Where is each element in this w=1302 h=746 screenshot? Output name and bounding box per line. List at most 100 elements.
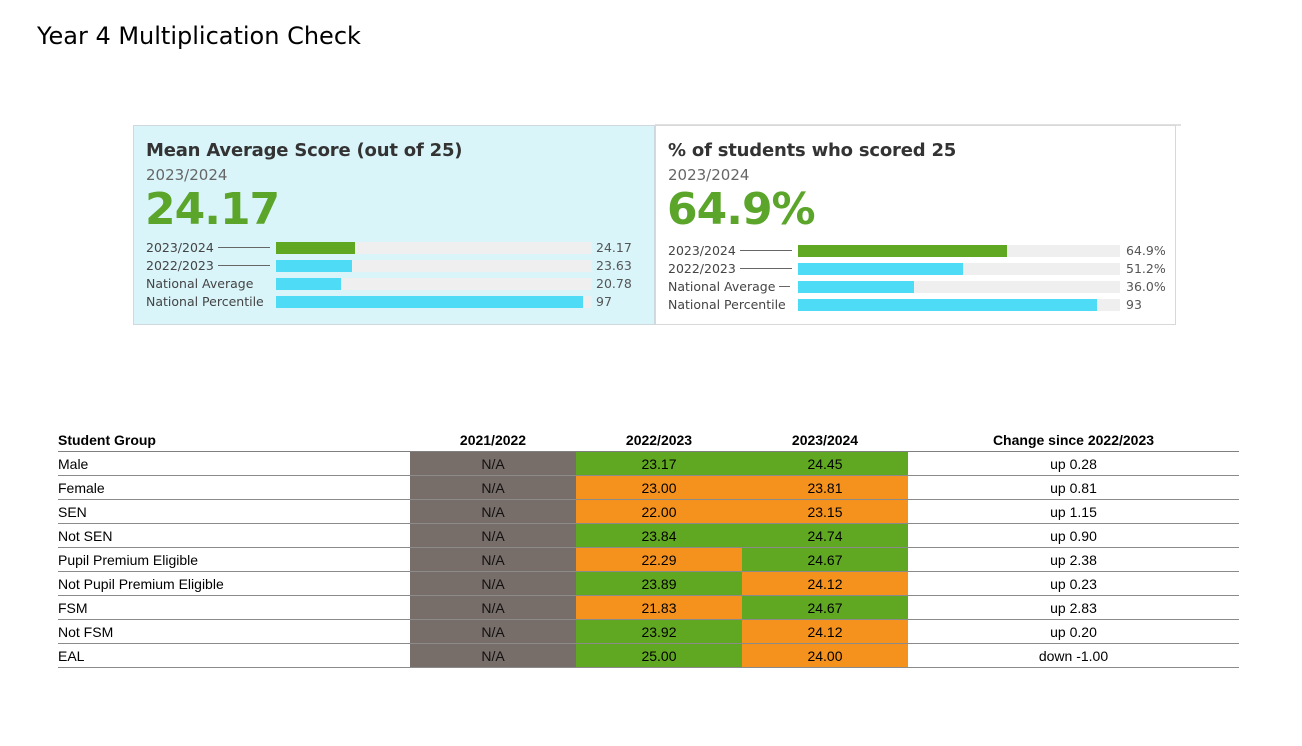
bar-row: National Percentile 97 [146,293,646,311]
bar-row: 2023/2024 24.17 [146,239,646,257]
cell-change: up 2.83 [908,595,1239,620]
cell-2023-2024: 23.15 [742,499,908,524]
full-score-card: % of students who scored 25 2023/2024 64… [655,125,1176,325]
bar-value: 64.9% [1126,243,1166,258]
bar-row: National Percentile 93 [668,296,1168,314]
col-header-2021-2022: 2021/2022 [410,429,576,452]
bar-row: 2022/2023 51.2% [668,260,1168,278]
cell-group: Not FSM [58,619,410,644]
card-year: 2023/2024 [146,166,228,184]
cell-change: up 1.15 [908,499,1239,524]
cell-2022-2023: 22.29 [576,547,742,572]
cell-change: up 0.28 [908,451,1239,476]
bar-track [276,278,592,290]
cell-2023-2024: 24.12 [742,619,908,644]
bar-fill [798,263,963,275]
cell-2023-2024: 24.67 [742,595,908,620]
bar-value: 97 [596,294,612,309]
bar-leader-line [216,265,270,266]
cell-2021-2022: N/A [410,619,576,644]
bar-value: 23.63 [596,258,632,273]
table-row: SEN N/A 22.00 23.15 up 1.15 [58,499,1239,524]
cell-group: Pupil Premium Eligible [58,547,410,572]
bar-label: National Average [146,276,258,291]
mean-score-card: Mean Average Score (out of 25) 2023/2024… [133,125,655,325]
bar-label: National Average [668,279,780,294]
cell-group: EAL [58,643,410,668]
cell-change: up 2.38 [908,547,1239,572]
cell-2023-2024: 24.74 [742,523,908,548]
bar-label: National Percentile [668,297,790,312]
card-year: 2023/2024 [668,166,750,184]
cell-2022-2023: 23.89 [576,571,742,596]
table-row: FSM N/A 21.83 24.67 up 2.83 [58,595,1239,620]
bar-label: National Percentile [146,294,268,309]
card-headline: 24.17 [145,184,280,235]
cell-2021-2022: N/A [410,595,576,620]
bar-fill [276,242,355,254]
bar-label: 2023/2024 [146,240,218,255]
bar-value: 93 [1126,297,1142,312]
col-header-group: Student Group [58,429,410,452]
bar-fill [798,245,1007,257]
table-row: Not SEN N/A 23.84 24.74 up 0.90 [58,523,1239,548]
cell-2021-2022: N/A [410,451,576,476]
bar-row: National Average 20.78 [146,275,646,293]
col-header-2023-2024: 2023/2024 [742,429,908,452]
page-title: Year 4 Multiplication Check [37,22,361,50]
cell-2023-2024: 24.45 [742,451,908,476]
bar-track [798,281,1120,293]
table-row: EAL N/A 25.00 24.00 down -1.00 [58,643,1239,668]
table-row: Female N/A 23.00 23.81 up 0.81 [58,475,1239,500]
bar-track [276,296,592,308]
bar-track [798,263,1120,275]
card-title: Mean Average Score (out of 25) [146,140,463,161]
cell-2021-2022: N/A [410,571,576,596]
bar-row: 2022/2023 23.63 [146,257,646,275]
table-row: Male N/A 23.17 24.45 up 0.28 [58,451,1239,476]
table-row: Not FSM N/A 23.92 24.12 up 0.20 [58,619,1239,644]
bar-row: 2023/2024 64.9% [668,242,1168,260]
cell-2022-2023: 25.00 [576,643,742,668]
bar-value: 24.17 [596,240,632,255]
bar-track [798,245,1120,257]
cell-group: Male [58,451,410,476]
bar-row: National Average 36.0% [668,278,1168,296]
cell-2023-2024: 24.00 [742,643,908,668]
cell-change: down -1.00 [908,643,1239,668]
col-header-2022-2023: 2022/2023 [576,429,742,452]
cell-2021-2022: N/A [410,643,576,668]
student-group-table: Student Group 2021/2022 2022/2023 2023/2… [58,429,1239,668]
cell-2022-2023: 23.17 [576,451,742,476]
cell-group: SEN [58,499,410,524]
bar-leader-line [738,268,792,269]
cell-group: FSM [58,595,410,620]
bar-label: 2022/2023 [668,261,740,276]
bar-track [798,299,1120,311]
cell-2023-2024: 23.81 [742,475,908,500]
bar-fill [276,296,583,308]
cell-group: Not SEN [58,523,410,548]
bar-track [276,260,592,272]
cell-2022-2023: 23.92 [576,619,742,644]
bar-fill [798,281,914,293]
cell-change: up 0.90 [908,523,1239,548]
bar-value: 36.0% [1126,279,1166,294]
bar-label: 2022/2023 [146,258,218,273]
cell-2023-2024: 24.67 [742,547,908,572]
cell-2022-2023: 23.00 [576,475,742,500]
bar-fill [798,299,1097,311]
table-header-row: Student Group 2021/2022 2022/2023 2023/2… [58,429,1239,452]
cell-change: up 0.81 [908,475,1239,500]
col-header-change: Change since 2022/2023 [908,429,1239,452]
bar-fill [276,260,352,272]
cell-2023-2024: 24.12 [742,571,908,596]
cell-2022-2023: 21.83 [576,595,742,620]
cell-2021-2022: N/A [410,547,576,572]
cell-2021-2022: N/A [410,475,576,500]
bar-value: 51.2% [1126,261,1166,276]
table-row: Pupil Premium Eligible N/A 22.29 24.67 up 2.… [58,547,1239,572]
table-body: Male N/A 23.17 24.45 up 0.28 Female N/A 23.00 23… [58,451,1239,668]
card-headline: 64.9% [667,184,816,235]
cell-group: Not Pupil Premium Eligible [58,571,410,596]
